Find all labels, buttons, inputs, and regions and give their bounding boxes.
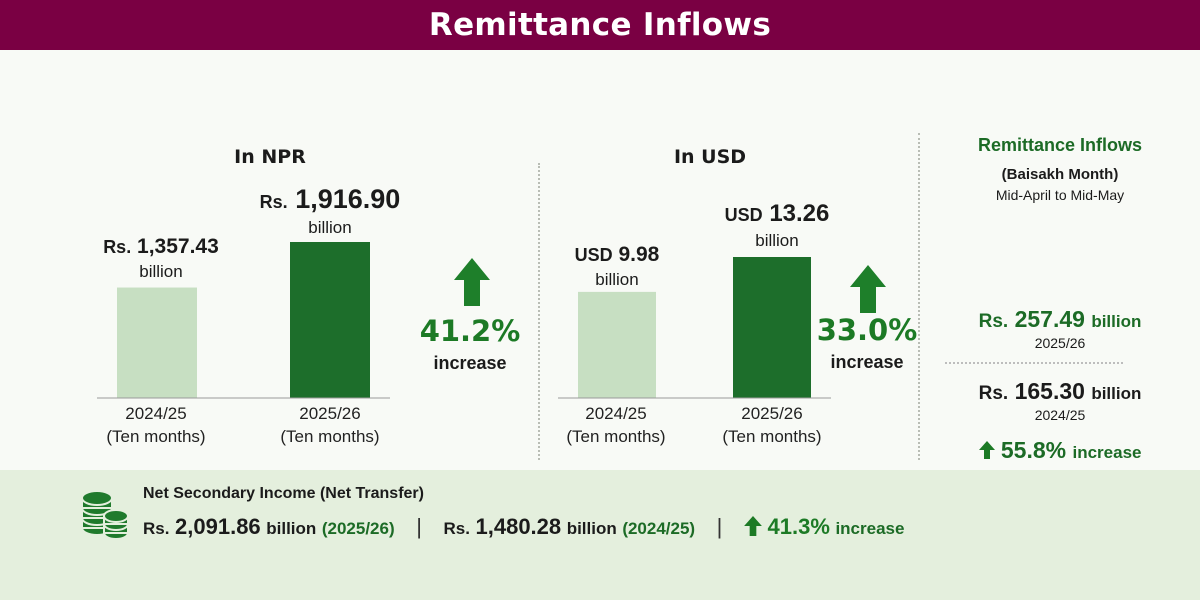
bar-usd-curr [733,257,811,398]
chart-title-usd: In USD [673,146,747,168]
side-current-value: Rs. 257.49 billion 2025/26 [978,306,1142,351]
net-secondary-panel: Net Secondary Income (Net Transfer) Rs. … [0,470,1200,600]
side-separator [945,362,1123,364]
arrow-up-icon [850,265,886,313]
page-title: Remittance Inflows [428,7,772,43]
arrow-up-icon [978,441,995,459]
x-tick-npr-curr: 2025/26 (Ten months) [280,404,380,446]
data-label-npr-curr: Rs. 1,916.90 billion [259,184,401,238]
side-title: Remittance Inflows [977,135,1143,155]
arrow-up-icon [454,258,490,306]
net-secondary-title: Net Secondary Income (Net Transfer) [143,485,424,502]
x-tick-usd-prev: 2024/25 (Ten months) [566,404,666,446]
change-usd: 33.0% increase [816,313,918,372]
arrow-up-icon [744,516,762,536]
data-label-npr-prev: Rs. 1,357.43 billion [103,235,219,282]
change-npr: 41.2% increase [419,314,521,373]
divider-right [918,133,920,460]
side-panel: Remittance Inflows (Baisakh Month) Mid-A… [925,80,1195,203]
side-subtitle: (Baisakh Month) [1001,166,1119,183]
chart-title-npr: In NPR [234,146,306,168]
coins-icon [81,490,129,540]
bar-npr-prev [117,287,197,398]
net-secondary-values: Rs. 2,091.86 billion (2025/26) | Rs. 1,4… [143,514,905,539]
separator: | [416,514,422,539]
x-tick-npr-prev: 2024/25 (Ten months) [106,404,206,446]
side-previous-value: Rs. 165.30 billion 2024/25 [978,378,1142,423]
side-range: Mid-April to Mid-May [995,187,1125,203]
data-label-usd-curr: USD 13.26 billion [724,200,830,250]
title-bar: Remittance Inflows [0,0,1200,50]
divider-left [538,163,540,460]
x-tick-usd-curr: 2025/26 (Ten months) [722,404,822,446]
bar-usd-prev [578,291,656,398]
data-label-usd-prev: USD 9.98 billion [574,243,660,290]
side-change: 55.8% increase [925,437,1195,464]
main-panel [0,50,1200,470]
bar-npr-curr [290,242,370,398]
